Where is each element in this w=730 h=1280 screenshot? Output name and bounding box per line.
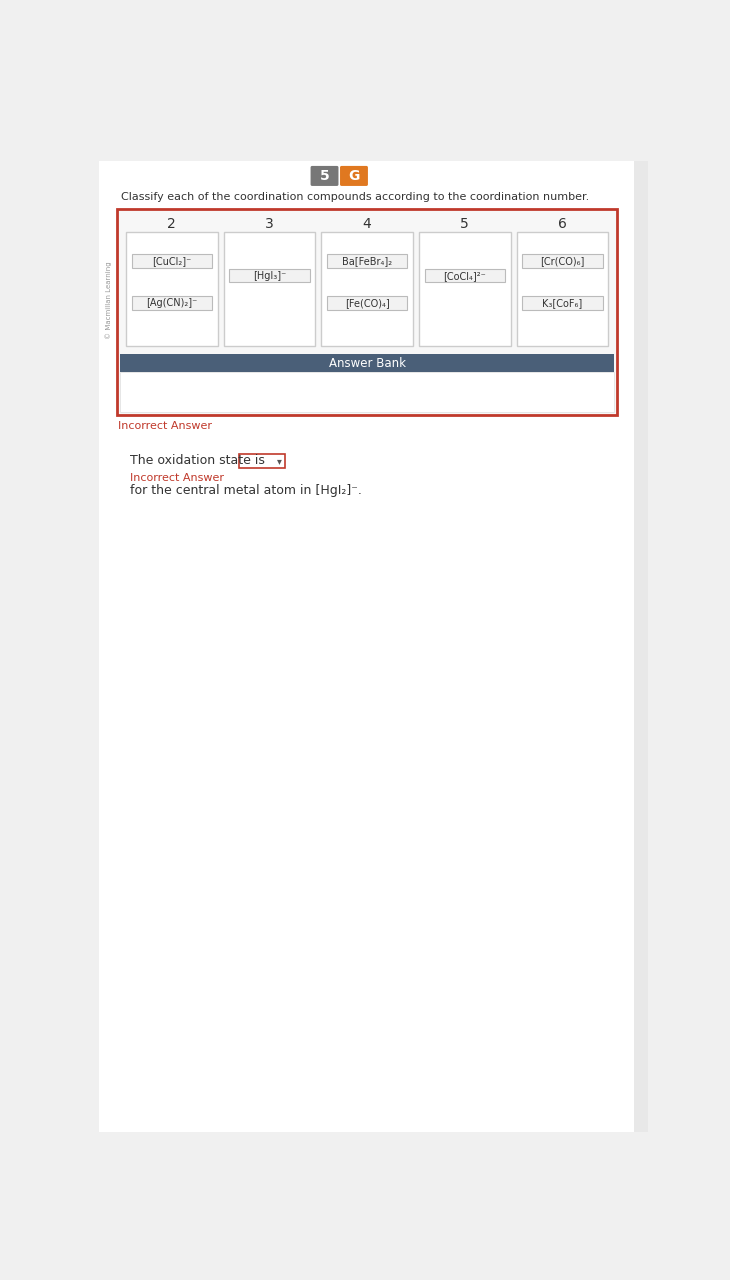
Text: Incorrect Answer: Incorrect Answer [130,472,224,483]
Bar [522,296,603,310]
Bar [120,372,615,412]
Bar [419,232,510,346]
Text: [Ag(CN)₂]⁻: [Ag(CN)₂]⁻ [146,298,198,308]
Text: 3: 3 [265,216,274,230]
Bar [239,454,285,467]
Text: K₃[CoF₆]: K₃[CoF₆] [542,298,583,308]
Text: 6: 6 [558,216,567,230]
Text: Incorrect Answer: Incorrect Answer [118,421,212,431]
Bar [126,232,218,346]
Text: Ba[FeBr₄]₂: Ba[FeBr₄]₂ [342,256,392,266]
Bar [321,232,413,346]
Bar [522,253,603,268]
Text: [Cr(CO)₆]: [Cr(CO)₆] [540,256,585,266]
Bar [425,269,505,283]
Bar [131,296,212,310]
Bar [120,353,615,372]
FancyBboxPatch shape [340,166,368,186]
Text: for the central metal atom in [HgI₂]⁻.: for the central metal atom in [HgI₂]⁻. [130,484,362,497]
Text: [CoCl₄]²⁻: [CoCl₄]²⁻ [443,271,486,280]
Bar [327,253,407,268]
FancyBboxPatch shape [310,166,339,186]
Text: 4: 4 [363,216,372,230]
Text: G: G [348,169,360,183]
Text: Classify each of the coordination compounds according to the coordination number: Classify each of the coordination compou… [120,192,589,202]
Text: 2: 2 [167,216,176,230]
Text: © Macmillan Learning: © Macmillan Learning [105,261,112,339]
Text: [HgI₃]⁻: [HgI₃]⁻ [253,271,286,280]
Bar [229,269,310,283]
Text: Answer Bank: Answer Bank [328,357,406,370]
Text: 5: 5 [320,169,329,183]
Bar [517,232,608,346]
Text: The oxidation state is: The oxidation state is [130,454,265,467]
Bar [224,232,315,346]
Text: 5: 5 [461,216,469,230]
Bar [634,161,648,1132]
Bar [327,296,407,310]
Text: [CuCl₂]⁻: [CuCl₂]⁻ [153,256,191,266]
Text: ▾: ▾ [277,456,282,466]
Bar [131,253,212,268]
Bar [117,209,618,416]
Text: [Fe(CO)₄]: [Fe(CO)₄] [345,298,390,308]
